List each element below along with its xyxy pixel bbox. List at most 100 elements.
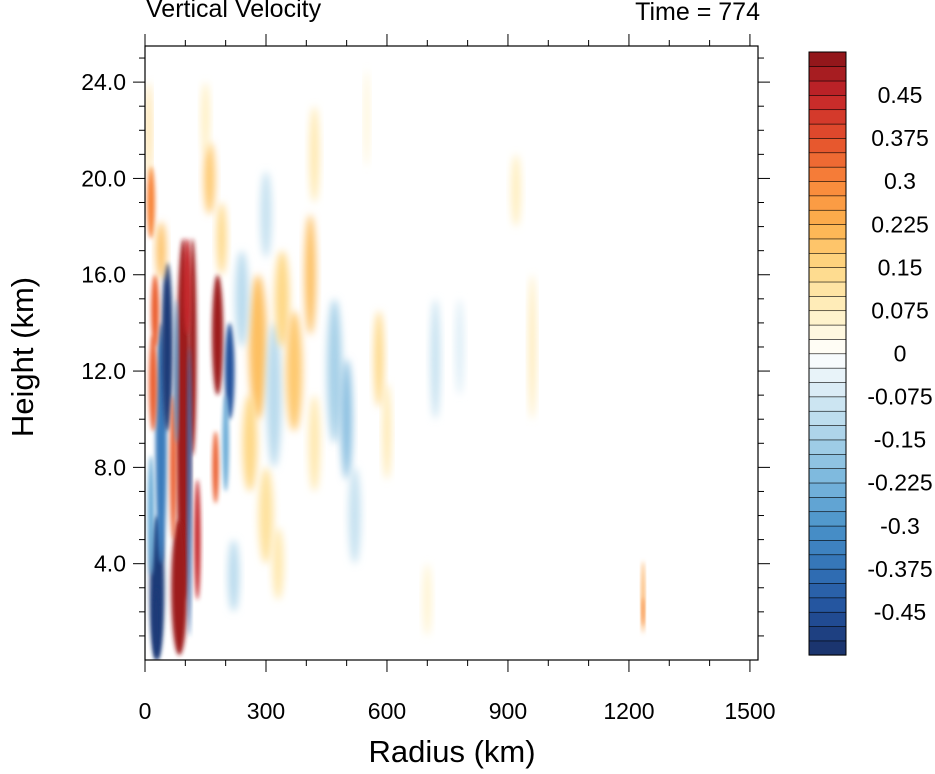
colorbar-tick-label: -0.3 (880, 513, 920, 539)
colorbar-bin (808, 137, 847, 154)
y-tick-label: 24.0 (81, 69, 126, 95)
velocity-cell (149, 334, 158, 432)
colorbar-bin (808, 439, 847, 455)
y-tick-label: 20.0 (81, 165, 126, 191)
colorbar-tick-label: -0.45 (874, 599, 926, 625)
colorbar-bin (808, 180, 847, 197)
velocity-cell (242, 395, 258, 492)
colorbar-bin (808, 482, 847, 498)
colorbar-bin (808, 597, 847, 613)
colorbar-bin (808, 166, 847, 182)
velocity-cell (212, 431, 219, 504)
colorbar-bin (808, 582, 847, 599)
colorbar-bin (808, 267, 847, 283)
colorbar-tick-label: 0.45 (878, 82, 923, 108)
x-tick-label: 1200 (603, 698, 654, 724)
x-axis-label: Radius (km) (368, 734, 536, 769)
velocity-cell (161, 262, 173, 432)
velocity-cell (171, 520, 188, 656)
x-tick-label: 1500 (724, 698, 775, 724)
x-tick-label: 300 (247, 698, 285, 724)
velocity-cell (529, 274, 536, 420)
colorbar-tick-label: -0.075 (867, 384, 932, 410)
velocity-cell (146, 82, 152, 179)
velocity-cell (430, 298, 441, 420)
velocity-cell (455, 298, 464, 396)
colorbar-tick-label: 0 (894, 341, 907, 367)
colorbar-bin (808, 310, 847, 326)
velocity-cell (249, 274, 267, 420)
velocity-cell (383, 383, 391, 480)
velocity-cell (152, 587, 161, 660)
velocity-field (145, 46, 758, 660)
velocity-cell (641, 597, 645, 627)
velocity-cell (374, 310, 384, 408)
y-tick-label: 12.0 (81, 358, 126, 384)
velocity-cell (183, 238, 192, 335)
colorbar-bin (808, 295, 847, 312)
y-tick-label: 8.0 (94, 454, 126, 480)
velocity-cell (309, 106, 320, 203)
velocity-cell (304, 214, 316, 335)
y-tick-label: 16.0 (81, 262, 126, 288)
colorbar-bin (808, 353, 847, 369)
colorbar-tick-label: 0.225 (871, 211, 929, 237)
colorbar-bin (808, 324, 847, 340)
colorbar-bin (808, 238, 847, 254)
colorbar-bin (808, 252, 847, 268)
x-tick-label: 0 (139, 698, 152, 724)
colorbar-tick-label: 0.075 (871, 297, 929, 323)
colorbar-bin (808, 80, 847, 96)
colorbar-bin (808, 410, 847, 426)
velocity-cell (228, 539, 240, 612)
colorbar-bin (808, 640, 847, 656)
velocity-cell (147, 166, 155, 239)
colorbar-bin (808, 396, 847, 412)
velocity-cell (212, 274, 224, 396)
velocity-cell (151, 274, 160, 347)
colorbar-bin (808, 51, 847, 67)
velocity-cell (201, 82, 210, 155)
velocity-cell (170, 395, 177, 540)
colorbar-bin (808, 611, 847, 627)
colorbar-bin (808, 424, 847, 441)
colorbar-bin (808, 539, 847, 556)
y-tick-label: 4.0 (94, 551, 126, 577)
plot-background (145, 46, 758, 660)
velocity-cell (194, 479, 201, 600)
velocity-cell (266, 322, 282, 468)
colorbar-bin (808, 568, 847, 584)
colorbar-bin (808, 109, 847, 125)
velocity-cell (511, 154, 521, 227)
colorbar-tick-label: -0.225 (867, 470, 932, 496)
colorbar-bin (808, 123, 847, 139)
velocity-cell (187, 347, 192, 636)
velocity-cell (341, 359, 353, 480)
velocity-cell (274, 250, 290, 347)
velocity-cell (286, 310, 303, 432)
colorbar-tick-label: 0.15 (878, 254, 923, 280)
time-label: Time = 774 (635, 0, 760, 26)
axes: 0 300 600 900 1200 1500 4.0 8.0 12.0 16.0 20.0 24.0 (81, 34, 776, 724)
velocity-cell (203, 142, 216, 215)
plot-frame (144, 45, 759, 661)
colorbar-bin (808, 511, 847, 527)
colorbar-bin (808, 338, 847, 355)
plot-border (144, 45, 759, 661)
velocity-cell (327, 298, 342, 444)
velocity-cell (260, 171, 272, 258)
velocity-cell (216, 202, 227, 275)
colorbar-bin (808, 66, 847, 82)
colorbar: -0.45 -0.375 -0.3 -0.225 -0.15 -0.075 0 0.075 0.… (808, 51, 933, 656)
colorbar-bin (808, 453, 847, 469)
chart-title: Vertical Velocity (146, 0, 322, 23)
colorbar-bin (808, 223, 847, 240)
velocity-cell (174, 298, 179, 444)
velocity-cell (348, 467, 361, 564)
colorbar-border (808, 51, 847, 656)
colorbar-tick-label: -0.375 (867, 556, 932, 582)
colorbar-bin (808, 496, 847, 513)
colorbar-bin (808, 468, 847, 484)
colorbar-bin (808, 281, 847, 297)
